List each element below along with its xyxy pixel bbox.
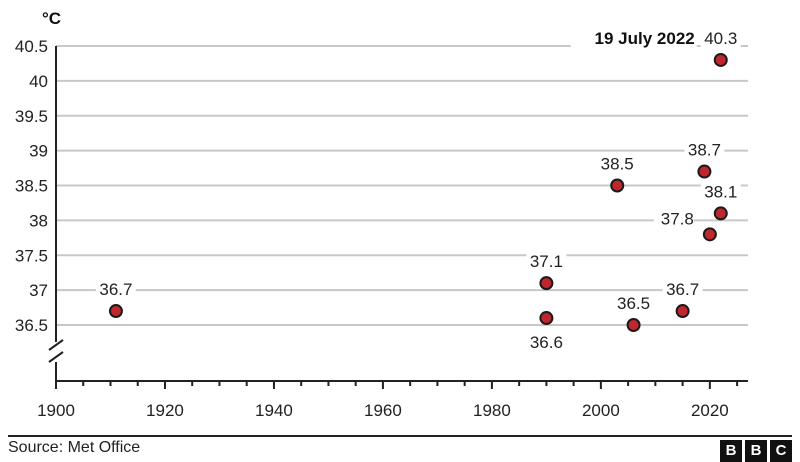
data-label-bg — [662, 280, 703, 300]
data-labels: 36.7 37.1 36.6 38.5 36.5 36.7 38.7 37.8 38.1 40.3… — [95, 27, 741, 352]
data-label: 36.5 — [617, 294, 650, 313]
data-point — [108, 304, 123, 319]
data-label-bg — [684, 140, 725, 160]
data-points — [108, 52, 728, 332]
tick-labels: 36.5 37 37.5 38 38.5 39 39.5 40 40.5 °C 1900 1920 19… — [15, 9, 729, 420]
source-note: Source: Met Office — [8, 439, 141, 456]
data-label-bg — [95, 280, 136, 300]
data-label: 38.7 — [688, 141, 721, 160]
gridlines — [56, 45, 748, 326]
data-point — [713, 52, 728, 67]
data-label: 40.3 — [704, 29, 737, 48]
logo-letter: C — [770, 440, 792, 462]
peak-annotation: 19 July 2022 — [595, 29, 695, 48]
data-label-bg — [526, 252, 567, 272]
data-label-bg — [700, 28, 741, 48]
data-point — [713, 206, 728, 221]
axis-break-mark — [48, 351, 64, 363]
data-point — [626, 318, 641, 332]
y-tick-label: 37.5 — [15, 246, 48, 265]
footer-divider — [8, 435, 792, 437]
data-point — [702, 227, 717, 242]
x-tick-label: 2000 — [582, 401, 620, 420]
x-tick-label: 2020 — [691, 401, 729, 420]
y-tick-label: 37 — [29, 281, 48, 300]
data-label-bg — [700, 182, 741, 202]
data-label: 38.5 — [601, 155, 634, 174]
data-label: 36.6 — [530, 333, 563, 352]
y-tick-label: 39.5 — [15, 107, 48, 126]
annotation-bg — [570, 27, 697, 48]
bbc-logo: B B C — [720, 440, 792, 462]
y-unit-label: °C — [42, 9, 61, 28]
data-point — [675, 304, 690, 319]
data-point — [539, 311, 554, 326]
x-tick-label: 1960 — [364, 401, 402, 420]
axes — [48, 46, 748, 389]
logo-letter: B — [720, 440, 742, 462]
data-label-bg — [613, 294, 654, 313]
data-point — [697, 164, 712, 179]
scatter-chart: 36.5 37 37.5 38 38.5 39 39.5 40 40.5 °C 1900 1920 19… — [15, 9, 748, 420]
data-point — [539, 276, 554, 291]
x-tick-label: 1940 — [255, 401, 293, 420]
data-label: 36.7 — [99, 280, 132, 299]
data-label-bg — [653, 209, 694, 229]
y-tick-label: 40.5 — [15, 37, 48, 56]
x-tick-label: 1980 — [473, 401, 511, 420]
data-label: 38.1 — [704, 182, 737, 201]
logo-letter: B — [745, 440, 767, 462]
data-label: 37.8 — [661, 209, 694, 228]
axis-break-mark — [48, 339, 64, 351]
data-point — [610, 178, 625, 193]
data-label-bg — [597, 154, 638, 174]
x-tick-label: 1900 — [37, 401, 75, 420]
y-tick-label: 38.5 — [15, 177, 48, 196]
y-tick-label: 40 — [29, 72, 48, 91]
y-tick-label: 38 — [29, 211, 48, 230]
data-label: 37.1 — [530, 252, 563, 271]
y-tick-label: 36.5 — [15, 316, 48, 335]
y-tick-label: 39 — [29, 142, 48, 161]
x-tick-label: 1920 — [146, 401, 184, 420]
data-label: 36.7 — [666, 280, 699, 299]
